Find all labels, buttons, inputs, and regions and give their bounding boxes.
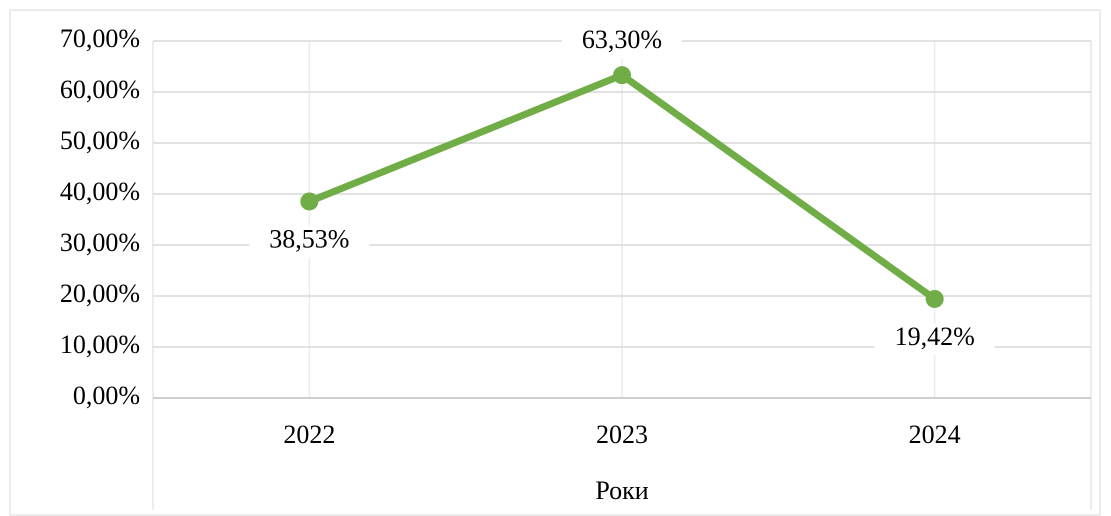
value-label: 19,42%	[895, 322, 975, 351]
value-label-bg	[562, 26, 682, 59]
value-label-bg	[249, 225, 370, 258]
y-tick-label: 20,00%	[60, 279, 140, 308]
y-tick-label: 10,00%	[60, 330, 140, 359]
y-tick-label: 50,00%	[60, 126, 140, 155]
y-tick-label: 60,00%	[60, 75, 140, 104]
value-label: 63,30%	[582, 25, 662, 54]
value-label-bg	[874, 322, 995, 355]
point	[925, 289, 944, 308]
x-tick-label: 2024	[909, 420, 961, 449]
point	[300, 192, 319, 211]
x-tick-label: 2023	[596, 420, 648, 449]
y-tick-label: 70,00%	[60, 24, 140, 53]
x-tick-label: 2022	[283, 420, 335, 449]
point	[613, 66, 631, 85]
y-tick-label: 40,00%	[60, 177, 140, 206]
chart-border	[9, 9, 1101, 516]
y-tick-label: 0,00%	[73, 381, 140, 410]
x-axis-title: Роки	[595, 476, 648, 505]
value-label: 38,53%	[269, 224, 349, 253]
y-tick-label: 30,00%	[60, 228, 140, 257]
